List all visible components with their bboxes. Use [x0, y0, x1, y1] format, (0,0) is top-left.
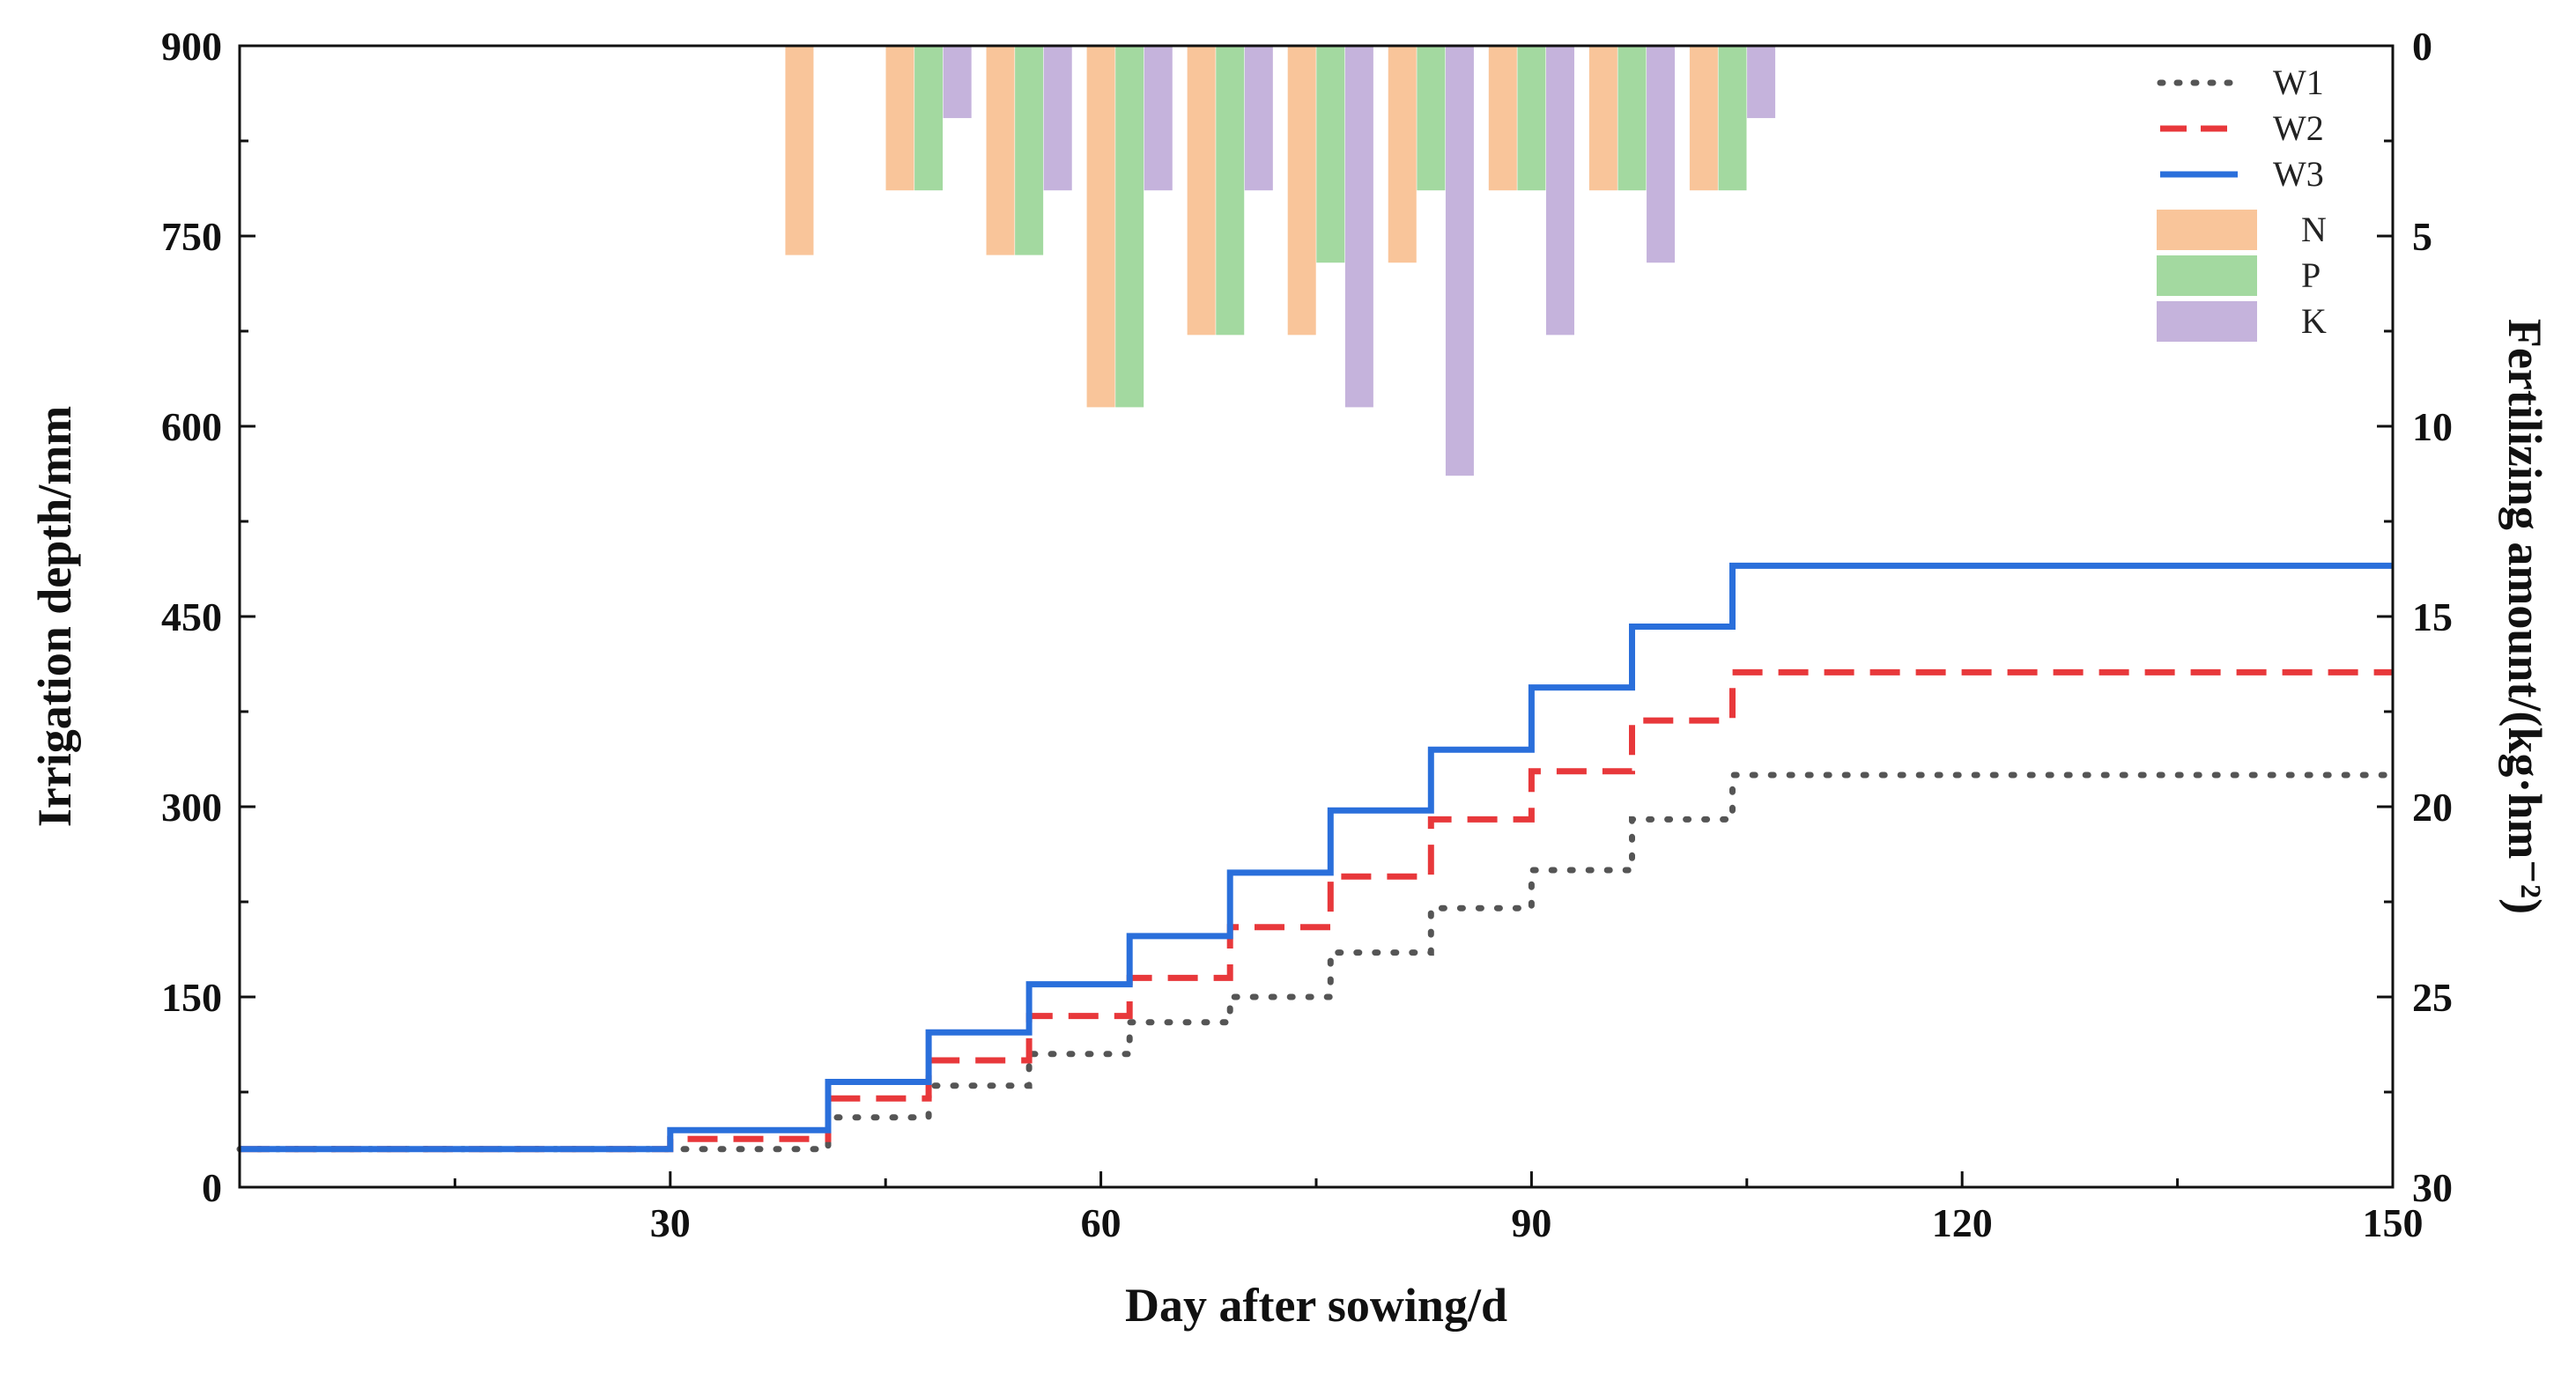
- legend-swatch-p: [2157, 255, 2257, 296]
- y-right-tick-label-0: 0: [2412, 24, 2432, 69]
- legend: W1 W2 W3 NPK: [2157, 63, 2327, 342]
- legend-label-w2: W2: [2273, 108, 2324, 148]
- y-left-tick-label-450: 450: [161, 594, 222, 639]
- legend-swatch-n: [2157, 210, 2257, 250]
- bar-k-day-50: [943, 46, 972, 119]
- bar-n-day-95: [1588, 46, 1617, 191]
- bar-k-day-99: [1647, 46, 1676, 263]
- y-right-tick-label-15: 15: [2412, 594, 2453, 639]
- y-left-axis-title: Irrigation depth/mm: [28, 406, 81, 828]
- bar-n-day-46: [885, 46, 914, 191]
- bar-p-day-97: [1617, 46, 1647, 191]
- fertilizer-bars: [785, 46, 1776, 476]
- bar-n-day-81: [1388, 46, 1417, 263]
- bar-n-day-39: [785, 46, 814, 255]
- bar-k-day-85: [1445, 46, 1474, 476]
- y-right-tick-label-20: 20: [2412, 785, 2453, 830]
- bar-k-day-106: [1747, 46, 1776, 119]
- legend-label-w3: W3: [2273, 154, 2324, 194]
- x-tick-label-30: 30: [650, 1200, 691, 1245]
- x-tick-label-150: 150: [2363, 1200, 2424, 1245]
- x-tick-label-120: 120: [1932, 1200, 1993, 1245]
- bar-p-day-69: [1216, 46, 1245, 336]
- legend-label-w1: W1: [2273, 63, 2324, 102]
- bar-n-day-88: [1488, 46, 1517, 191]
- bar-n-day-53: [986, 46, 1015, 255]
- bar-n-day-60: [1086, 46, 1115, 408]
- y-left-tick-label-300: 300: [161, 785, 222, 830]
- x-tick-label-90: 90: [1511, 1200, 1551, 1245]
- bar-p-day-55: [1015, 46, 1044, 255]
- y-left-tick-label-600: 600: [161, 404, 222, 449]
- legend-label-n: N: [2301, 210, 2327, 249]
- plot-frame: [238, 44, 2395, 1189]
- bar-p-day-48: [914, 46, 944, 191]
- y-left-tick-label-900: 900: [161, 24, 222, 69]
- bar-p-day-62: [1115, 46, 1144, 408]
- bar-n-day-67: [1187, 46, 1216, 336]
- axis-ticks: 30 60 90 120 150 0 150 300 450 600 750 900 0 5 10 15 20 2…: [161, 24, 2453, 1245]
- bar-k-day-71: [1244, 46, 1273, 191]
- irrigation-lines: [236, 562, 2396, 1153]
- y-left-tick-label-750: 750: [161, 214, 222, 259]
- line-w1: [236, 771, 2396, 1153]
- line-w3: [240, 562, 2393, 1153]
- bar-n-day-74: [1287, 46, 1316, 336]
- y-right-tick-label-25: 25: [2412, 975, 2453, 1020]
- legend-swatch-k: [2157, 301, 2257, 342]
- y-right-tick-label-5: 5: [2412, 214, 2432, 259]
- y-left-tick-label-150: 150: [161, 975, 222, 1020]
- y-right-axis-title: Fertilizing amount/(kg·hm⁻²): [2498, 319, 2551, 914]
- y-right-tick-label-10: 10: [2412, 404, 2453, 449]
- bar-n-day-102: [1689, 46, 1718, 191]
- bar-p-day-104: [1718, 46, 1747, 191]
- bar-k-day-57: [1043, 46, 1072, 191]
- bar-p-day-90: [1517, 46, 1546, 191]
- bar-p-day-83: [1417, 46, 1446, 191]
- y-right-tick-label-30: 30: [2412, 1165, 2453, 1210]
- legend-label-p: P: [2301, 255, 2321, 295]
- legend-label-k: K: [2301, 301, 2327, 341]
- bar-p-day-76: [1316, 46, 1345, 263]
- line-w2: [240, 668, 2393, 1153]
- x-tick-label-60: 60: [1081, 1200, 1121, 1245]
- bar-k-day-64: [1144, 46, 1173, 191]
- y-left-tick-label-0: 0: [202, 1165, 222, 1210]
- bar-k-day-78: [1344, 46, 1373, 408]
- bar-k-day-92: [1545, 46, 1574, 336]
- x-axis-title: Day after sowing/d: [1125, 1279, 1507, 1332]
